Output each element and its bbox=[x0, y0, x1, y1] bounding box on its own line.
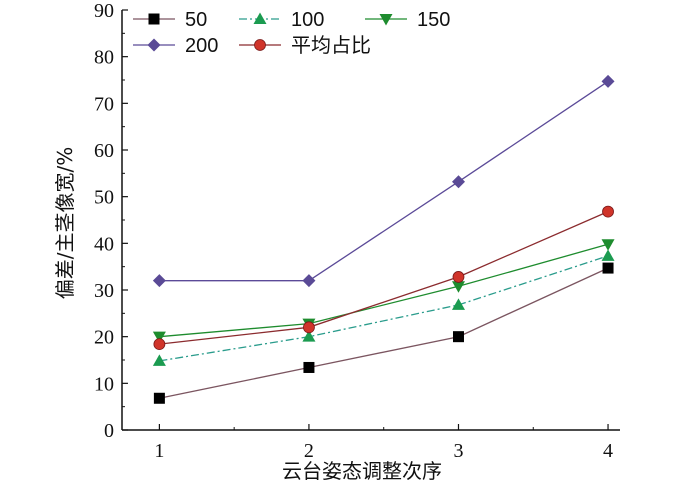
series-markers bbox=[152, 74, 615, 404]
y-tick-label: 30 bbox=[94, 280, 114, 302]
legend-label: 平均占比 bbox=[291, 33, 371, 57]
y-tick-label: 50 bbox=[94, 187, 114, 209]
legend-swatch-marker bbox=[379, 14, 393, 26]
data-point bbox=[303, 361, 315, 373]
x-tick-label: 3 bbox=[453, 440, 463, 462]
x-tick-label: 2 bbox=[304, 440, 314, 462]
data-point bbox=[152, 274, 166, 288]
y-tick-label: 90 bbox=[94, 0, 114, 22]
data-point bbox=[303, 321, 315, 334]
y-tick-label: 70 bbox=[94, 93, 114, 115]
series-line bbox=[159, 211, 609, 345]
data-point bbox=[302, 330, 316, 342]
data-point bbox=[602, 205, 614, 218]
legend-swatch-marker bbox=[147, 38, 161, 52]
data-point bbox=[601, 239, 615, 251]
data-point bbox=[452, 271, 465, 283]
legend-label: 200 bbox=[185, 35, 218, 57]
legend-swatch-marker bbox=[253, 12, 267, 24]
y-tick-label: 60 bbox=[94, 140, 114, 162]
legend-label: 50 bbox=[185, 9, 207, 31]
y-tick-label: 80 bbox=[94, 47, 114, 69]
legend-label: 100 bbox=[291, 9, 324, 31]
plot-frame bbox=[121, 10, 620, 431]
series-line bbox=[159, 255, 609, 362]
y-tick-label: 0 bbox=[104, 420, 114, 442]
x-tick-label: 1 bbox=[154, 440, 164, 462]
x-axis: 1 2 3 4 bbox=[154, 424, 613, 462]
data-point bbox=[302, 274, 316, 288]
y-axis-title: 偏差/主茎像宽/% bbox=[53, 147, 77, 299]
data-point bbox=[153, 338, 166, 351]
legend: 50 100 150 200 平均占比 bbox=[133, 9, 450, 57]
data-point bbox=[152, 354, 166, 366]
series-lines bbox=[159, 80, 609, 399]
data-point bbox=[451, 298, 465, 310]
y-tick-label: 10 bbox=[94, 373, 114, 395]
legend-swatch-marker bbox=[148, 13, 160, 25]
y-tick-label: 20 bbox=[94, 327, 114, 349]
x-axis-title: 云台姿态调整次序 bbox=[282, 459, 442, 483]
data-point bbox=[601, 249, 615, 261]
legend-swatch-marker bbox=[254, 39, 266, 51]
y-tick-label: 40 bbox=[94, 233, 114, 255]
data-point bbox=[601, 74, 615, 88]
x-tick-label: 4 bbox=[603, 440, 613, 462]
series-line bbox=[159, 243, 609, 338]
data-point bbox=[153, 392, 165, 404]
series-line bbox=[159, 267, 609, 399]
data-point bbox=[602, 262, 614, 274]
y-axis: 0 10 20 30 40 50 60 70 80 90 bbox=[94, 0, 128, 442]
data-point bbox=[451, 281, 465, 293]
data-point bbox=[451, 175, 465, 189]
series-line bbox=[159, 80, 609, 282]
data-point bbox=[152, 331, 166, 344]
legend-label: 150 bbox=[417, 9, 450, 31]
data-point bbox=[452, 331, 464, 343]
